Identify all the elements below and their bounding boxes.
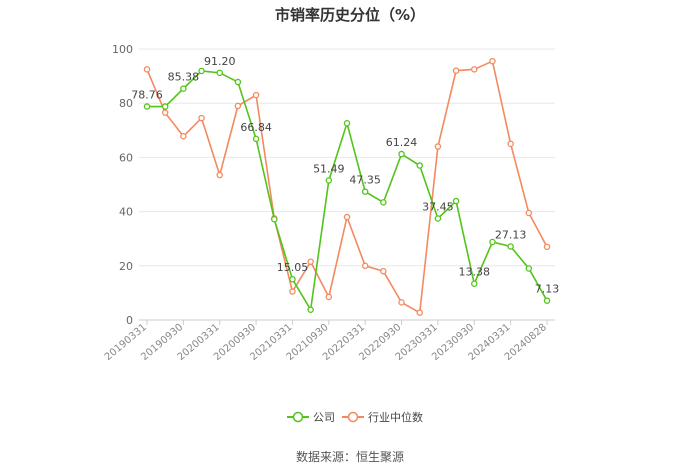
data-point [543,297,551,304]
data-point [380,267,387,275]
y-tick-label: 40 [119,206,133,219]
data-point [198,67,205,75]
chart-title: 市销率历史分位（%） [274,6,426,24]
data-label: 27.13 [495,228,527,241]
data-label: 37.45 [422,201,454,214]
data-label: 47.35 [349,174,381,187]
data-point [434,215,442,222]
data-label: 13.38 [459,266,491,279]
data-point [543,243,551,251]
data-point [361,188,369,195]
legend-label-company: 公司 [313,411,335,424]
y-tick-label: 0 [126,314,133,327]
data-label: 15.05 [277,261,309,274]
data-point [398,299,405,306]
data-point [489,57,496,65]
data-point [252,135,260,143]
y-tick-label: 20 [119,260,133,273]
data-point [216,69,223,77]
data-point [525,265,533,272]
data-point [289,275,296,283]
data-point [380,199,387,206]
data-point [234,78,242,86]
source-text: 数据来源：恒生聚源 [295,450,404,464]
data-point [307,306,314,313]
data-point [507,243,514,250]
data-label: 91.20 [204,55,236,68]
data-point [252,91,260,99]
data-point [325,293,333,301]
legend-label-industry-median: 行业中位数 [368,410,423,424]
data-label: 7.13 [535,283,560,296]
data-point [489,238,496,246]
data-point [416,162,423,169]
data-label: 78.76 [131,89,163,102]
data-label: 51.49 [313,162,345,175]
data-point [398,150,405,158]
data-label: 66.84 [240,121,272,134]
data-point [234,102,242,110]
data-point [361,262,369,270]
data-point [198,114,205,122]
y-tick-label: 60 [119,151,133,164]
data-point [161,103,169,110]
data-point [325,177,333,184]
data-point [343,120,351,127]
data-point [180,133,187,140]
data-point [434,143,442,150]
data-point [471,66,478,73]
y-tick-label: 80 [119,97,133,110]
data-point [289,288,296,295]
data-label: 61.24 [386,136,418,149]
data-point [307,258,314,265]
data-point [216,171,223,179]
data-point [452,197,460,205]
data-point [416,309,423,316]
data-point [143,66,151,73]
data-point [471,280,478,287]
y-tick-label: 100 [112,43,133,56]
data-point [143,103,151,110]
data-point [161,109,169,116]
data-point [525,209,533,217]
data-point [180,85,187,92]
data-point [343,213,351,221]
legend-marker [292,411,304,423]
legend-marker [347,411,359,423]
data-point [507,140,514,148]
data-point [271,215,278,223]
data-label: 85.38 [168,71,200,84]
data-point [452,67,460,74]
